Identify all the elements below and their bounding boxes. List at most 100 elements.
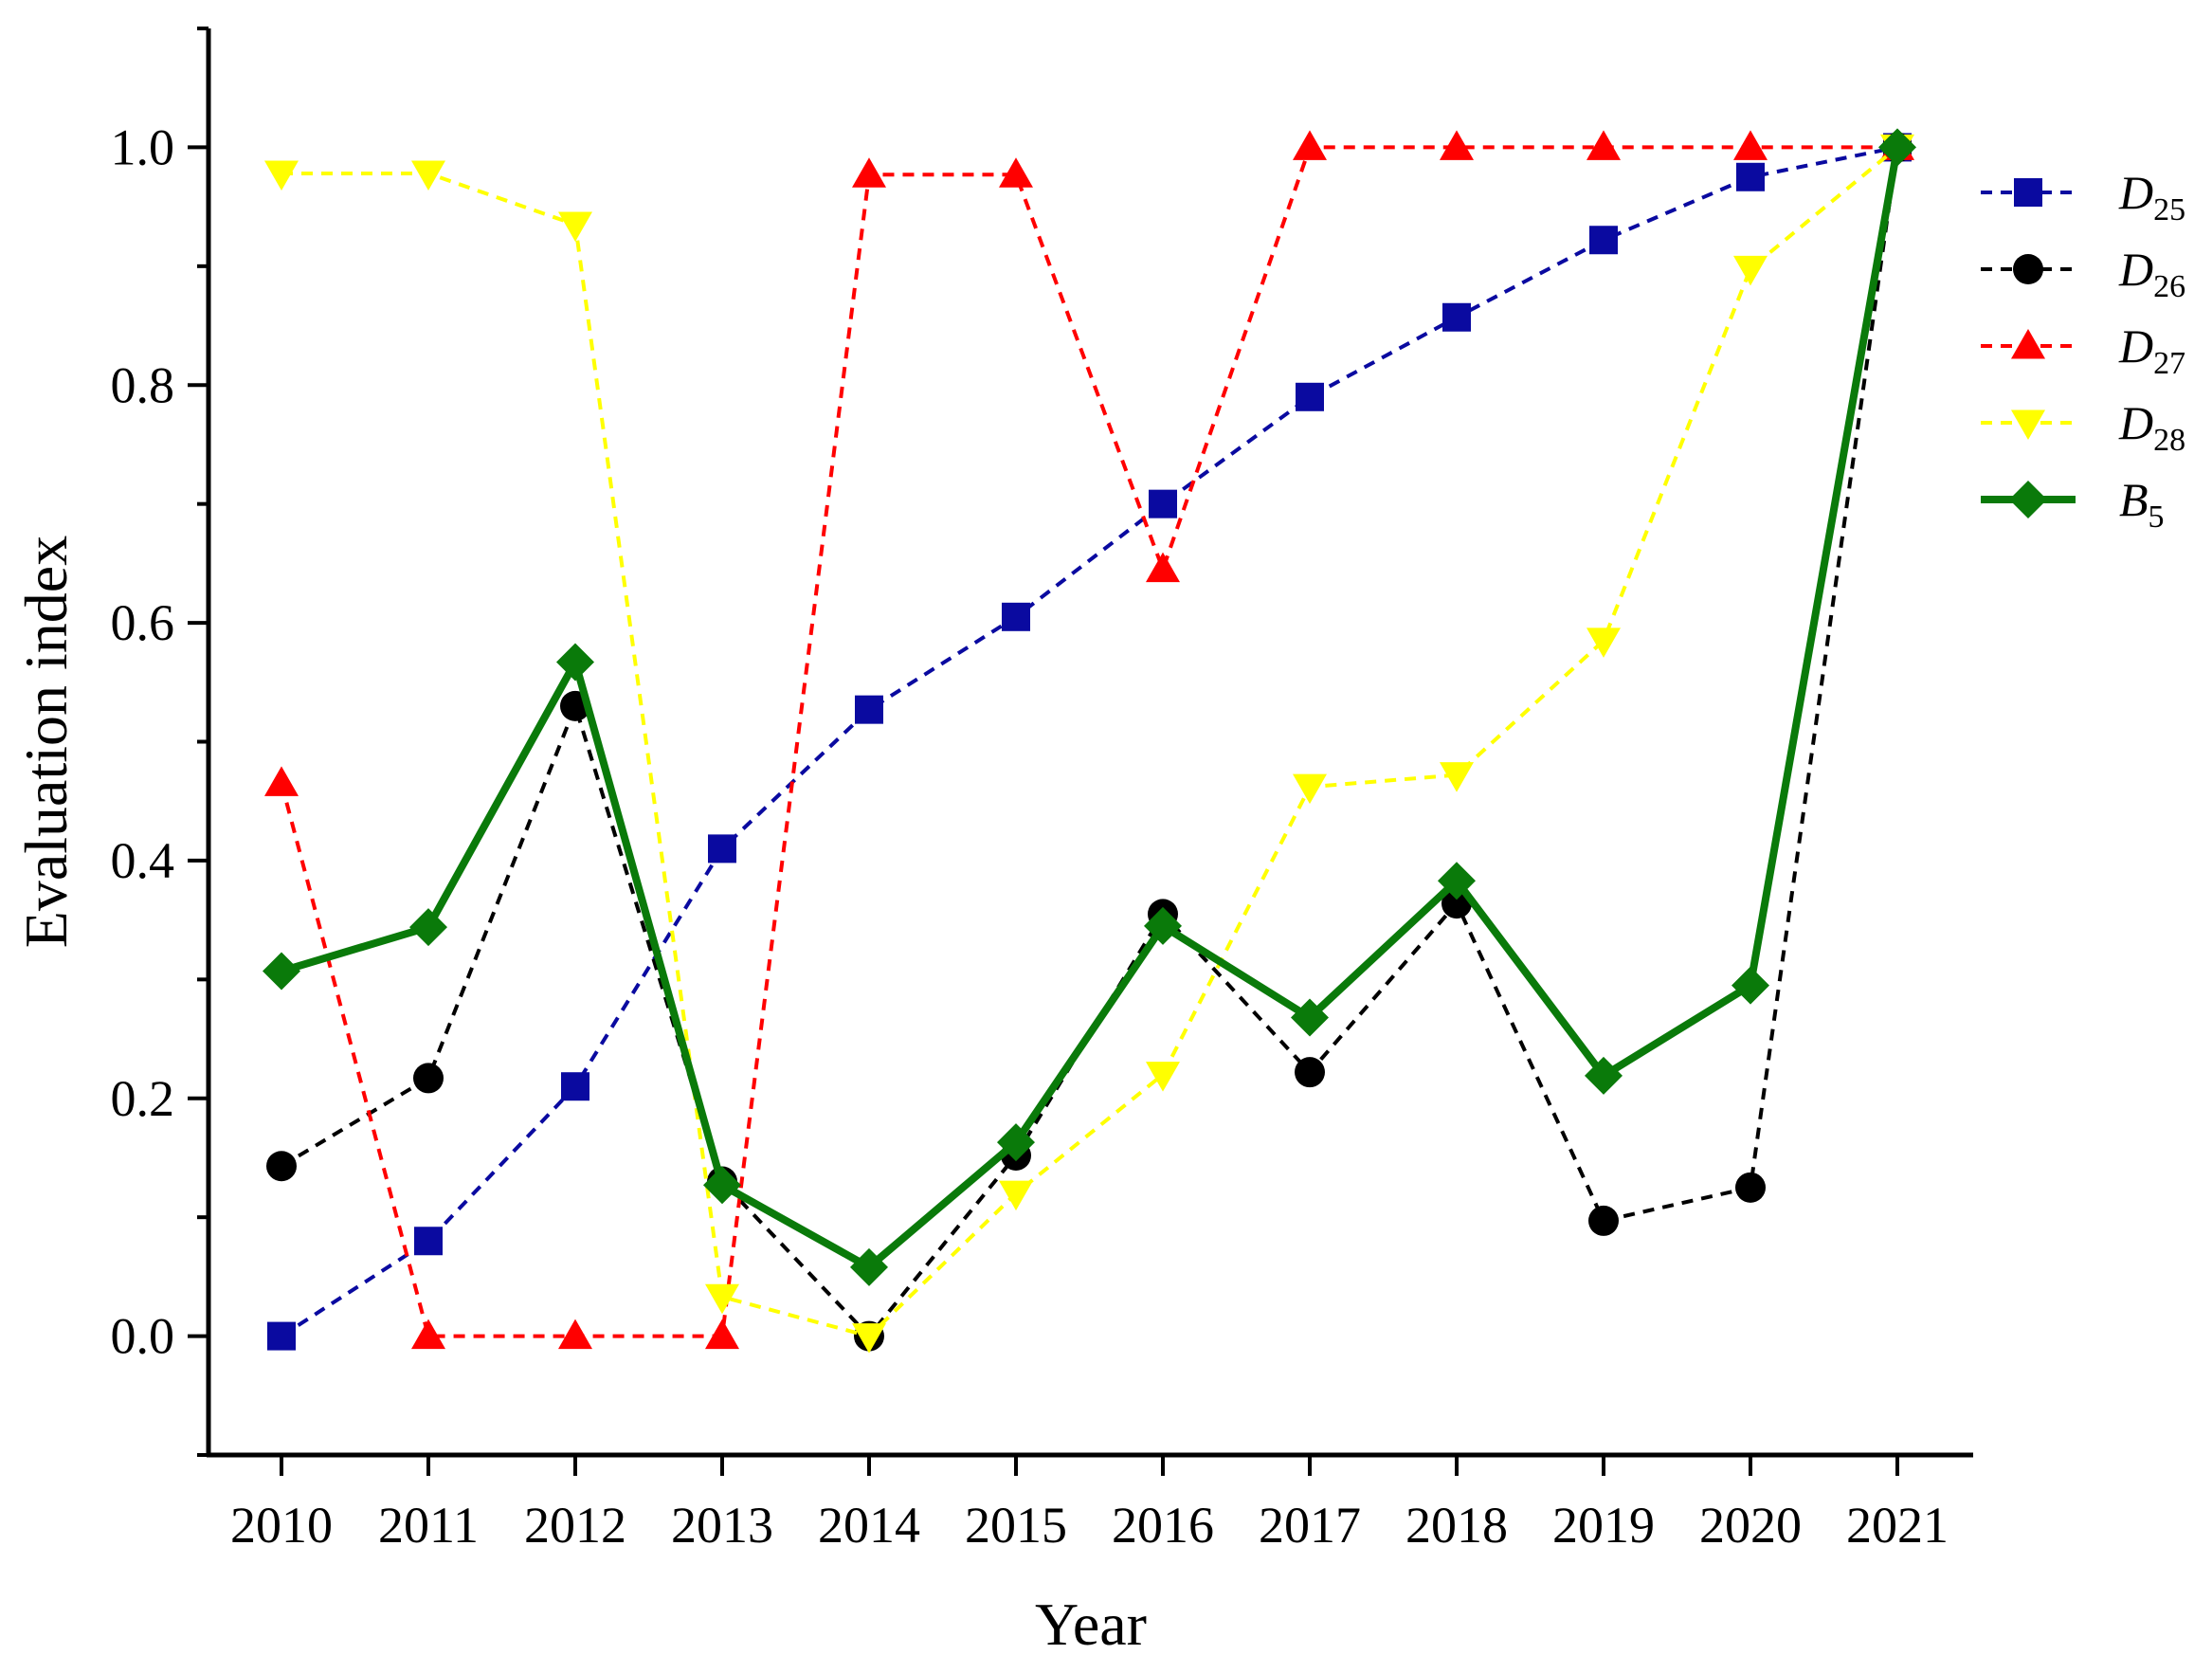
data-point-D28 <box>558 211 592 242</box>
legend-item-B5: B5 <box>1981 473 2165 535</box>
series-line-B5 <box>280 146 1901 1271</box>
legend-label: B5 <box>2119 473 2165 535</box>
legend-marker <box>2011 329 2045 359</box>
data-point-D25 <box>1149 489 1177 518</box>
data-point-D26 <box>1295 1057 1325 1088</box>
legend-item-D25: D25 <box>1981 166 2185 227</box>
data-point-D27 <box>705 1318 739 1350</box>
data-point-D28 <box>411 160 445 191</box>
series-D28 <box>264 134 1914 1354</box>
x-tick-label: 2020 <box>1699 1497 1802 1554</box>
legend-label-subscript: 27 <box>2153 346 2185 381</box>
series-D26 <box>266 132 1913 1352</box>
legend-marker <box>2009 481 2047 518</box>
data-point-D26 <box>413 1063 444 1094</box>
data-point-B5 <box>1144 906 1182 945</box>
x-tick-label: 2015 <box>965 1497 1067 1554</box>
series-D25 <box>267 133 1912 1351</box>
data-point-D25 <box>561 1072 589 1101</box>
series-B5 <box>263 128 1916 1286</box>
data-point-D27 <box>1440 130 1474 160</box>
legend-label-main: D <box>2118 319 2153 373</box>
legend-label-main: B <box>2119 473 2149 526</box>
legend-label: D28 <box>2118 396 2185 458</box>
data-point-D27 <box>852 157 886 188</box>
y-axis-title: Evaluation index <box>12 536 80 948</box>
data-point-D25 <box>1296 382 1324 411</box>
x-tick-label: 2011 <box>378 1497 479 1554</box>
data-point-D25 <box>708 834 736 864</box>
data-point-D25 <box>1442 302 1471 332</box>
legend-label-subscript: 28 <box>2153 423 2185 458</box>
series-D27 <box>264 130 1914 1350</box>
data-point-B5 <box>556 643 594 682</box>
data-point-B5 <box>409 908 447 947</box>
data-point-D27 <box>1293 130 1327 160</box>
legend-marker <box>2011 409 2045 440</box>
x-tick-label: 2019 <box>1552 1497 1655 1554</box>
x-tick-label: 2017 <box>1259 1497 1361 1554</box>
data-point-D28 <box>1586 627 1621 658</box>
x-tick-label: 2014 <box>818 1497 920 1554</box>
legend-label: D25 <box>2118 166 2185 227</box>
data-point-D25 <box>855 695 883 724</box>
x-tick-label: 2010 <box>230 1497 333 1554</box>
data-point-D27 <box>1586 130 1621 160</box>
y-tick-label: 0.8 <box>111 356 175 413</box>
data-point-B5 <box>997 1123 1035 1162</box>
data-point-D25 <box>1589 226 1618 255</box>
data-point-D28 <box>1293 773 1327 805</box>
data-point-D28 <box>1440 762 1474 792</box>
legend-label-subscript: 5 <box>2149 500 2165 535</box>
data-point-D27 <box>1733 130 1768 160</box>
data-point-B5 <box>1732 966 1769 1005</box>
data-point-D25 <box>1002 602 1030 631</box>
legend-label-subscript: 26 <box>2153 269 2185 304</box>
data-point-B5 <box>850 1247 888 1286</box>
legend-label: D27 <box>2118 319 2185 381</box>
data-point-B5 <box>1585 1056 1623 1095</box>
legend-label-main: D <box>2118 166 2153 219</box>
data-point-D28 <box>264 160 299 191</box>
data-point-D28 <box>1733 255 1768 286</box>
legend-item-D28: D28 <box>1981 396 2185 458</box>
x-tick-label: 2012 <box>524 1497 626 1554</box>
data-point-D28 <box>999 1180 1033 1211</box>
data-point-D28 <box>1146 1062 1180 1092</box>
legend-label: D26 <box>2118 243 2185 304</box>
axes: 0.0 0.2 0.4 0.6 0.8 1.0 2010 2011 2012 2013 2014 20… <box>111 27 1973 1554</box>
legend-label-subscript: 25 <box>2153 192 2185 227</box>
data-point-D25 <box>267 1321 296 1351</box>
x-tick-label: 2016 <box>1112 1497 1214 1554</box>
data-point-D26 <box>1735 1172 1766 1203</box>
legend-label-main: D <box>2118 243 2153 296</box>
series-line-D27 <box>280 145 1897 1338</box>
data-point-D26 <box>1588 1205 1619 1236</box>
data-point-D28 <box>852 1323 886 1354</box>
data-point-B5 <box>703 1166 741 1205</box>
series-line-D25 <box>280 145 1898 1338</box>
data-point-D27 <box>558 1318 592 1350</box>
data-point-D27 <box>1146 552 1180 583</box>
x-tick-label: 2021 <box>1846 1497 1949 1554</box>
x-tick-label: 2013 <box>671 1497 773 1554</box>
data-point-D27 <box>411 1318 445 1350</box>
legend-item-D27: D27 <box>1981 319 2185 381</box>
data-point-D25 <box>414 1227 443 1256</box>
series-line-D26 <box>280 147 1899 1338</box>
x-axis-title: Year <box>1035 1591 1147 1658</box>
data-point-B5 <box>263 952 300 991</box>
data-point-B5 <box>1878 128 1916 167</box>
series-line-D28 <box>281 145 1899 1338</box>
y-tick-label: 1.0 <box>111 118 175 175</box>
y-tick-label: 0.0 <box>111 1308 175 1365</box>
legend-label-main: D <box>2118 396 2153 449</box>
series-layer <box>263 128 1916 1354</box>
y-tick-label: 0.2 <box>111 1070 175 1127</box>
data-point-D27 <box>999 157 1033 188</box>
legend-marker <box>2014 178 2042 207</box>
data-point-D27 <box>264 766 299 796</box>
data-point-D28 <box>705 1283 739 1315</box>
